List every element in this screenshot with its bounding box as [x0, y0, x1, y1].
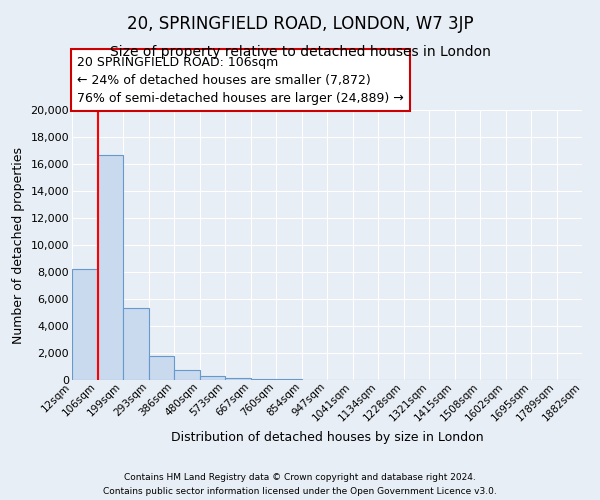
Bar [200, 376, 225, 380]
Bar [276, 379, 302, 380]
Bar [174, 370, 200, 380]
Text: Contains HM Land Registry data © Crown copyright and database right 2024.: Contains HM Land Registry data © Crown c… [124, 472, 476, 482]
Bar [72, 270, 98, 380]
Bar [123, 308, 149, 380]
Text: Size of property relative to detached houses in London: Size of property relative to detached ho… [110, 45, 490, 59]
Y-axis label: Number of detached properties: Number of detached properties [12, 146, 25, 344]
Text: Contains public sector information licensed under the Open Government Licence v3: Contains public sector information licen… [103, 488, 497, 496]
X-axis label: Distribution of detached houses by size in London: Distribution of detached houses by size … [170, 432, 484, 444]
Bar [98, 155, 123, 380]
Text: 20, SPRINGFIELD ROAD, LONDON, W7 3JP: 20, SPRINGFIELD ROAD, LONDON, W7 3JP [127, 15, 473, 33]
Bar [225, 378, 251, 380]
Bar [149, 356, 174, 380]
Bar [251, 378, 276, 380]
Text: 20 SPRINGFIELD ROAD: 106sqm
← 24% of detached houses are smaller (7,872)
76% of : 20 SPRINGFIELD ROAD: 106sqm ← 24% of det… [77, 56, 404, 104]
